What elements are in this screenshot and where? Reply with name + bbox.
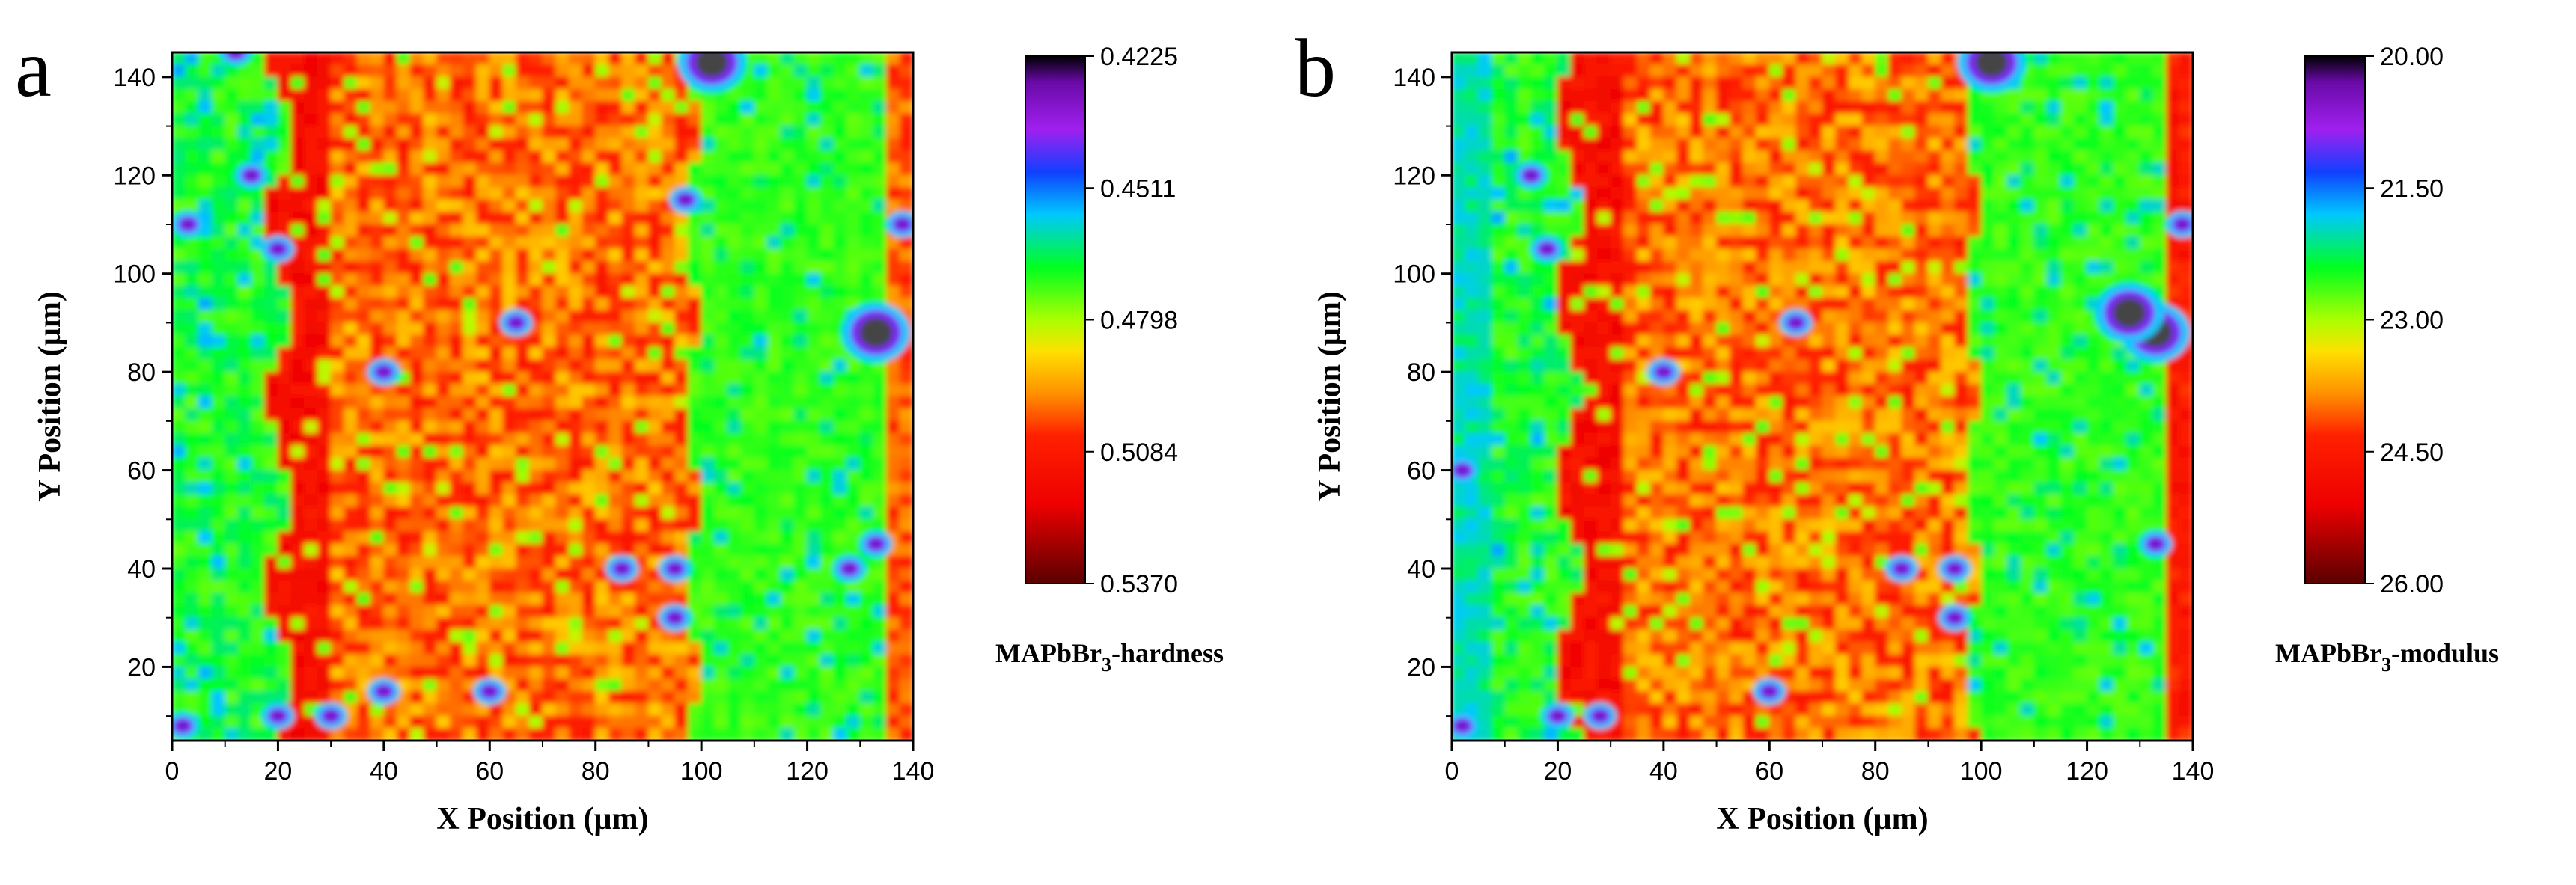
x-tick-label: 140 xyxy=(892,757,935,786)
x-tick-label: 60 xyxy=(1755,757,1783,786)
y-tick-label: 40 xyxy=(1407,555,1435,584)
colorbar-tick-label: 21.50 xyxy=(2380,174,2444,203)
y-tick-label: 100 xyxy=(1393,260,1435,289)
colorbar-tick-label: 0.4225 xyxy=(1100,43,1178,71)
x-tick-label: 140 xyxy=(2172,757,2215,786)
x-tick-label: 0 xyxy=(165,757,180,786)
x-tick-label: 120 xyxy=(786,757,828,786)
y-axis-label: Y Position (µm) xyxy=(1313,291,1347,502)
x-axis-label: X Position (µm) xyxy=(436,802,648,836)
colorbar-tick-label: 20.00 xyxy=(2380,43,2444,71)
colorbar-tick-label: 26.00 xyxy=(2380,570,2444,598)
colorbar-tick-label: 0.5084 xyxy=(1100,438,1178,467)
x-tick-label: 20 xyxy=(264,757,293,786)
colorbar-title: MAPbBr3-modulus xyxy=(2275,638,2499,676)
y-tick-label: 60 xyxy=(127,457,156,486)
x-tick-label: 80 xyxy=(1861,757,1890,786)
colorbar-tick-label: 23.00 xyxy=(2380,307,2444,335)
y-tick-label: 120 xyxy=(1393,162,1435,190)
panel-letter: a xyxy=(15,22,52,114)
y-axis-label: Y Position (µm) xyxy=(33,291,67,502)
heatmap-field xyxy=(1452,52,2193,741)
colorbar-tick-label: 24.50 xyxy=(2380,438,2444,467)
y-tick-label: 20 xyxy=(127,653,156,682)
colorbar xyxy=(2304,55,2366,584)
y-tick-label: 80 xyxy=(1407,358,1435,387)
panel-b: 0 20 40 60 80 100 120 140 20 40 60 80 100 120 140 X Pos… xyxy=(1295,22,2499,836)
colorbar-tick-label: 0.4798 xyxy=(1100,307,1178,335)
panel-letter: b xyxy=(1295,22,1336,114)
panel-a: 0 20 40 60 80 100 120 140 20 40 60 80 100 120 140 X Pos… xyxy=(15,22,1224,836)
y-tick-label: 20 xyxy=(1407,653,1435,682)
y-tick-label: 80 xyxy=(127,358,156,387)
x-tick-label: 100 xyxy=(1960,757,2003,786)
y-tick-label: 140 xyxy=(113,64,156,92)
y-tick-label: 120 xyxy=(113,162,156,190)
x-axis-label: X Position (µm) xyxy=(1716,802,1928,836)
y-tick-label: 100 xyxy=(113,260,156,289)
x-tick-label: 40 xyxy=(1649,757,1678,786)
colorbar-title: MAPbBr3-hardness xyxy=(995,638,1224,676)
colorbar-tick-label: 0.4511 xyxy=(1100,174,1176,203)
y-tick-label: 40 xyxy=(127,555,156,584)
y-tick-label: 60 xyxy=(1407,457,1435,486)
x-tick-label: 80 xyxy=(582,757,610,786)
x-tick-label: 100 xyxy=(680,757,723,786)
x-tick-label: 20 xyxy=(1544,757,1572,786)
heatmap-field xyxy=(172,52,913,741)
x-tick-label: 0 xyxy=(1445,757,1459,786)
x-tick-label: 120 xyxy=(2066,757,2108,786)
y-tick-label: 140 xyxy=(1393,64,1435,92)
colorbar-tick-label: 0.5370 xyxy=(1100,570,1178,598)
x-tick-label: 40 xyxy=(370,757,398,786)
x-tick-label: 60 xyxy=(475,757,504,786)
colorbar xyxy=(1025,55,1086,584)
